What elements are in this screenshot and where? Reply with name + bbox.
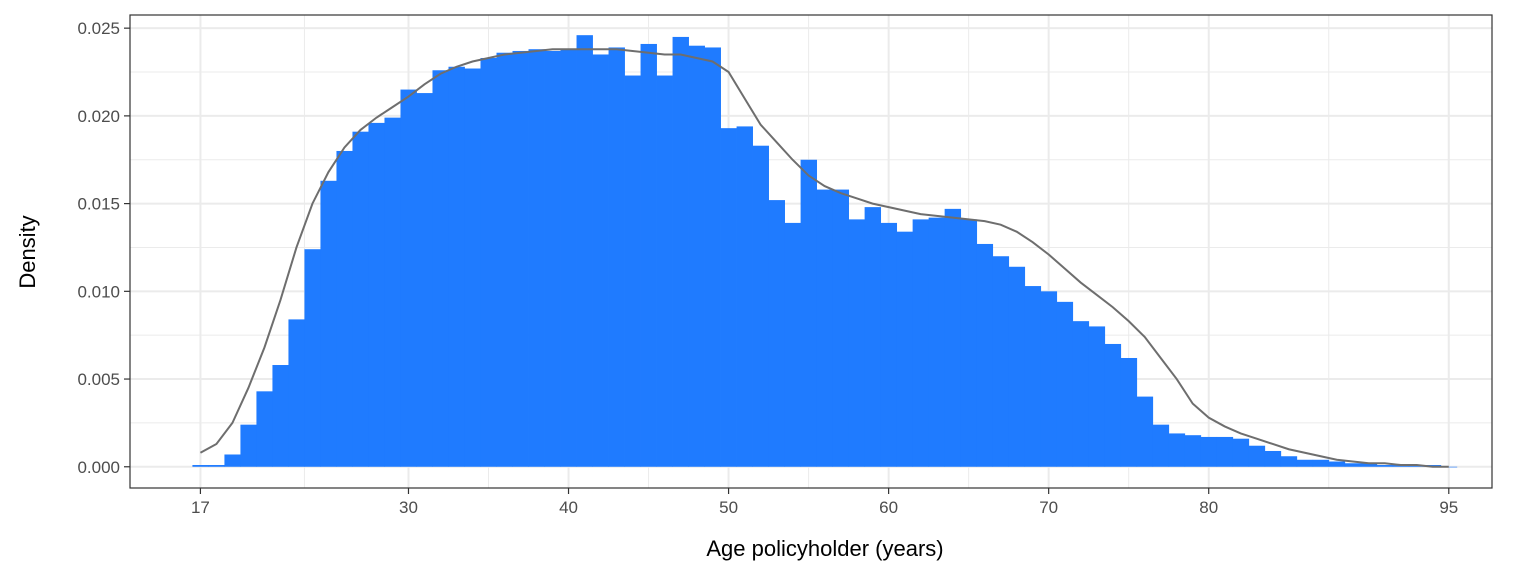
histogram-bar bbox=[848, 219, 866, 467]
histogram-bar bbox=[288, 319, 305, 467]
histogram-bar bbox=[880, 222, 898, 467]
histogram-bar bbox=[1216, 436, 1234, 467]
histogram-bar bbox=[1088, 326, 1106, 467]
histogram-bar bbox=[1120, 357, 1138, 467]
histogram-bar bbox=[1360, 463, 1378, 467]
histogram-bar bbox=[976, 243, 994, 467]
histogram-bar bbox=[1328, 461, 1346, 467]
y-axis-title: Density bbox=[15, 215, 40, 288]
histogram-bar bbox=[672, 36, 689, 467]
histogram-bar bbox=[1008, 266, 1026, 467]
histogram-bar bbox=[336, 150, 353, 467]
histogram-bar bbox=[416, 93, 433, 467]
histogram-bar bbox=[560, 49, 577, 467]
histogram-bar bbox=[752, 145, 769, 467]
histogram-bar bbox=[1168, 433, 1186, 467]
x-axis: 17 30 40 50 60 70 80 95 bbox=[191, 488, 1458, 517]
histogram-bar bbox=[736, 126, 753, 467]
y-tick-label: 0.020 bbox=[77, 107, 120, 126]
histogram-bar bbox=[896, 231, 914, 467]
panel-border bbox=[129, 14, 1493, 489]
histogram-bar bbox=[512, 50, 529, 467]
histogram-bar bbox=[1232, 438, 1250, 467]
histogram-bar bbox=[192, 465, 209, 467]
histogram-bar bbox=[928, 217, 946, 467]
histogram-bar bbox=[1264, 450, 1282, 467]
histogram-bar bbox=[944, 208, 962, 467]
histogram-bar bbox=[800, 159, 818, 467]
y-tick-label: 0.025 bbox=[77, 19, 120, 38]
y-tick-label: 0.010 bbox=[77, 282, 120, 301]
x-tick-label: 70 bbox=[1039, 498, 1058, 517]
histogram-bar bbox=[608, 47, 625, 467]
histogram-bar bbox=[1152, 424, 1170, 467]
histogram-bars bbox=[192, 35, 1458, 468]
histogram-bar bbox=[480, 57, 497, 467]
histogram-bar bbox=[640, 43, 657, 467]
histogram-bar bbox=[368, 122, 385, 467]
histogram-bar bbox=[864, 207, 882, 467]
histogram-bar bbox=[1376, 465, 1394, 467]
histogram-bar bbox=[1136, 396, 1154, 467]
histogram-bar bbox=[912, 219, 930, 467]
histogram-bar bbox=[768, 200, 785, 467]
histogram-bar bbox=[1440, 466, 1458, 468]
histogram-bar bbox=[384, 117, 401, 467]
histogram-bar bbox=[992, 256, 1010, 467]
x-tick-label: 60 bbox=[879, 498, 898, 517]
histogram-bar bbox=[1296, 459, 1314, 467]
x-tick-label: 40 bbox=[559, 498, 578, 517]
y-axis: 0.000 0.005 0.010 0.015 0.020 0.025 bbox=[77, 19, 130, 477]
histogram-bar bbox=[688, 45, 705, 467]
histogram-bar bbox=[240, 424, 257, 467]
histogram-bar bbox=[1040, 291, 1058, 467]
histogram-bar bbox=[528, 49, 545, 467]
histogram-bar bbox=[1104, 343, 1122, 467]
y-tick-label: 0.005 bbox=[77, 370, 120, 389]
histogram-bar bbox=[1184, 435, 1202, 467]
histogram-bar bbox=[720, 128, 737, 467]
histogram-bar bbox=[1072, 321, 1090, 467]
histogram-bar bbox=[272, 365, 289, 467]
histogram-bar bbox=[400, 89, 417, 467]
histogram-bar bbox=[832, 189, 850, 467]
histogram-bar bbox=[320, 180, 337, 467]
histogram-bar bbox=[704, 47, 721, 467]
y-tick-label: 0.015 bbox=[77, 195, 120, 214]
histogram-bar bbox=[816, 189, 834, 467]
density-curve bbox=[199, 48, 1449, 468]
histogram-bar bbox=[1248, 445, 1266, 467]
histogram-bar bbox=[784, 222, 801, 467]
histogram-bar bbox=[1344, 463, 1362, 467]
histogram-bar bbox=[208, 465, 225, 467]
histogram-bar bbox=[432, 70, 449, 467]
x-tick-label: 50 bbox=[719, 498, 738, 517]
histogram-bar bbox=[624, 75, 641, 467]
x-tick-label: 80 bbox=[1199, 498, 1218, 517]
histogram-bar bbox=[960, 219, 978, 467]
histogram-bar bbox=[1056, 301, 1074, 467]
y-tick-label: 0.000 bbox=[77, 458, 120, 477]
histogram-bar bbox=[1312, 459, 1330, 467]
histogram-bar bbox=[1024, 286, 1042, 467]
histogram-bar bbox=[592, 54, 609, 467]
histogram-bar bbox=[1280, 456, 1298, 467]
x-axis-title: Age policyholder (years) bbox=[706, 536, 943, 561]
histogram-bar bbox=[352, 131, 369, 467]
histogram-bar bbox=[256, 391, 273, 467]
histogram-bar bbox=[576, 35, 593, 467]
x-tick-label: 30 bbox=[399, 498, 418, 517]
histogram-bar bbox=[224, 454, 241, 467]
x-tick-label: 95 bbox=[1439, 498, 1458, 517]
histogram-bar bbox=[544, 50, 561, 467]
histogram-bar bbox=[656, 75, 673, 467]
histogram-bar bbox=[1200, 436, 1218, 467]
histogram-bar bbox=[304, 249, 321, 467]
histogram-bar bbox=[464, 68, 481, 467]
histogram-bar bbox=[496, 52, 513, 467]
x-tick-label: 17 bbox=[191, 498, 210, 517]
histogram-bar bbox=[448, 66, 465, 467]
